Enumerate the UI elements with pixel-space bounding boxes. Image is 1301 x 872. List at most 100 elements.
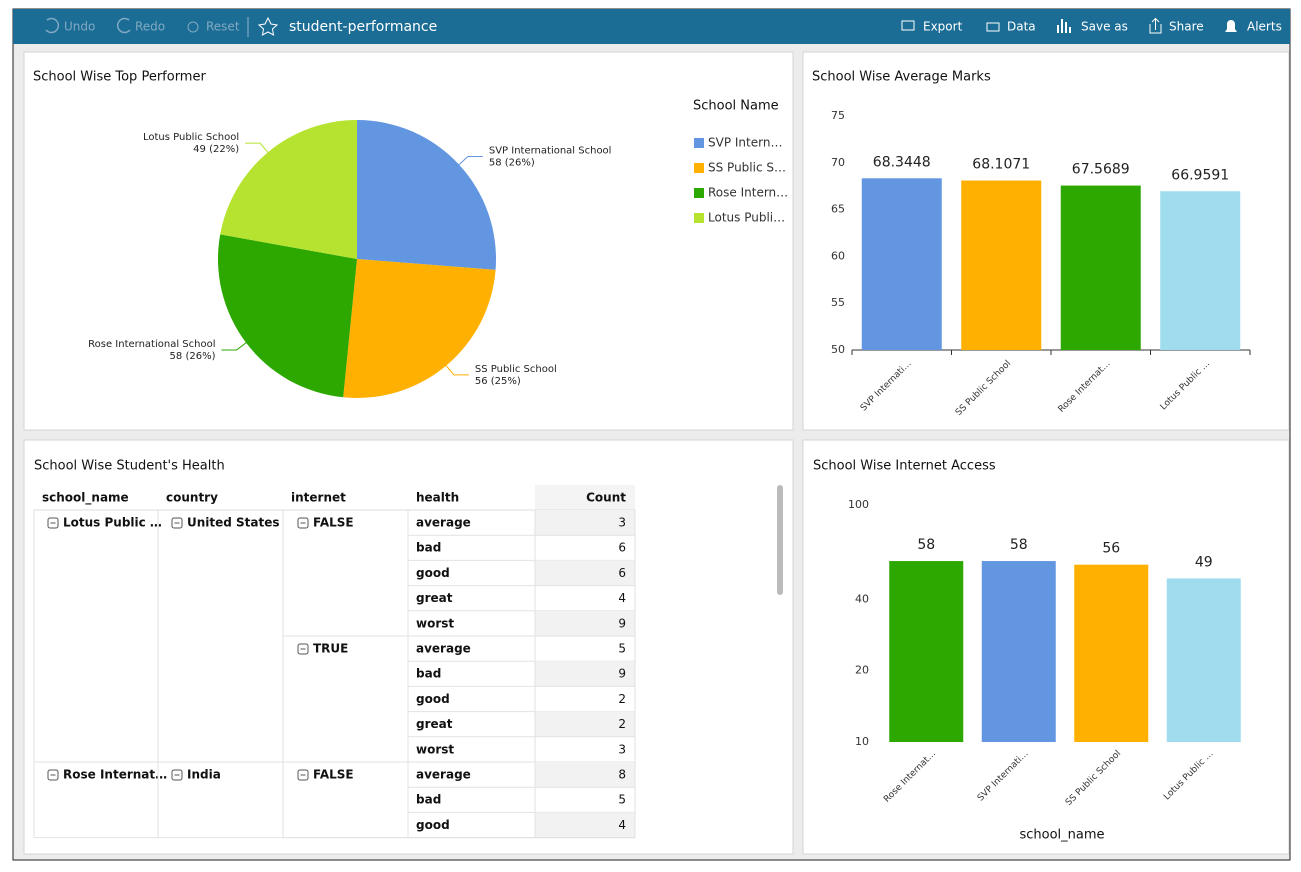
count-bg: [535, 661, 635, 687]
country-cell: United States: [187, 516, 280, 530]
redo-icon: [116, 17, 131, 34]
bar: [1074, 564, 1149, 742]
share-button[interactable]: Share: [1149, 17, 1204, 34]
count-bg: [535, 711, 635, 737]
value-label: 58: [917, 537, 935, 553]
data-label: Data: [1007, 20, 1036, 34]
health-cell: average: [416, 642, 471, 656]
collapse-icon[interactable]: [297, 643, 309, 655]
legend-label: Rose Intern…: [708, 186, 788, 200]
toolbar: [13, 9, 1290, 44]
bar: [1060, 185, 1141, 350]
column-header: health: [416, 491, 459, 505]
slice-label: Rose International School: [88, 339, 215, 350]
export-label: Export: [923, 20, 963, 34]
legend-label: Lotus Publi…: [708, 211, 785, 225]
legend-label: SVP Intern…: [708, 136, 782, 150]
collapse-icon[interactable]: [171, 517, 183, 529]
pie-slice: [218, 234, 357, 398]
redo-label: Redo: [135, 20, 165, 34]
undo-label: Undo: [64, 20, 95, 34]
legend-title: School Name: [693, 99, 779, 114]
count-cell: 6: [618, 541, 626, 555]
leader-line: [245, 142, 270, 155]
data-button[interactable]: Data: [986, 20, 1036, 34]
reset-button[interactable]: Reset: [187, 20, 240, 34]
health-cell: worst: [416, 616, 454, 630]
legend-swatch: [694, 163, 704, 173]
country-cell: India: [187, 768, 221, 782]
y-tick-label: 10: [855, 735, 869, 748]
alerts-button[interactable]: Alerts: [1225, 20, 1282, 34]
column-header: internet: [291, 491, 346, 505]
slice-value-label: 56 (25%): [475, 376, 521, 387]
y-tick-label: 20: [855, 664, 869, 677]
value-label: 66.9591: [1171, 167, 1229, 183]
redo-button[interactable]: Redo: [116, 17, 165, 34]
y-tick-label: 65: [831, 203, 845, 216]
y-tick-label: 100: [848, 498, 869, 511]
collapse-icon[interactable]: [47, 517, 59, 529]
favorite-icon[interactable]: [257, 16, 279, 36]
health-cell: good: [416, 566, 450, 580]
collapse-icon[interactable]: [171, 769, 183, 781]
health-cell: great: [416, 591, 453, 605]
column-header: Count: [586, 491, 626, 505]
export-button[interactable]: Export: [901, 20, 963, 34]
bar: [861, 178, 942, 350]
pie-slice: [220, 120, 357, 259]
value-label: 67.5689: [1072, 162, 1130, 178]
slice-label: SS Public School: [475, 364, 557, 375]
collapse-icon[interactable]: [297, 517, 309, 529]
value-label: 56: [1102, 541, 1120, 557]
undo-icon: [45, 17, 60, 34]
health-cell: bad: [416, 667, 441, 681]
undo-button[interactable]: Undo: [45, 17, 95, 34]
y-tick-label: 75: [831, 109, 845, 122]
bar: [889, 561, 964, 742]
leader-line: [221, 341, 248, 351]
table-clip: [26, 848, 786, 853]
collapse-icon[interactable]: [47, 769, 59, 781]
bar: [1160, 191, 1241, 350]
count-cell: 2: [618, 692, 626, 706]
share-icon: [1149, 17, 1162, 34]
count-cell: 9: [618, 667, 626, 681]
alerts-label: Alerts: [1247, 20, 1282, 34]
value-label: 68.1071: [972, 157, 1030, 173]
count-bg: [535, 610, 635, 636]
value-label: 68.3448: [873, 154, 931, 170]
school-cell: Rose Internat…: [63, 768, 167, 782]
count-bg: [535, 812, 635, 838]
y-tick-label: 40: [855, 592, 869, 605]
health-cell: bad: [416, 541, 441, 555]
count-cell: 3: [618, 742, 626, 756]
bar: [961, 180, 1042, 350]
internet-cell: FALSE: [313, 516, 354, 530]
health-cell: worst: [416, 742, 454, 756]
count-cell: 3: [618, 516, 626, 530]
alerts-icon: [1225, 20, 1237, 32]
bar: [981, 561, 1056, 742]
export-icon: [901, 20, 915, 31]
save-as-button[interactable]: Save as: [1057, 19, 1128, 34]
scrollbar[interactable]: [777, 485, 783, 595]
dashboard-title: student-performance: [289, 19, 437, 35]
health-cell: good: [416, 692, 450, 706]
table-title: School Wise Student's Health: [34, 459, 225, 474]
y-tick-label: 55: [831, 296, 845, 309]
collapse-icon[interactable]: [297, 769, 309, 781]
count-cell: 9: [618, 616, 626, 630]
slice-label: Lotus Public School: [143, 132, 239, 143]
bar: [1166, 578, 1241, 742]
internet-cell: TRUE: [313, 642, 348, 656]
legend-label: SS Public S…: [708, 161, 786, 175]
count-cell: 6: [618, 566, 626, 580]
reset-icon: [187, 21, 199, 33]
health-cell: bad: [416, 793, 441, 807]
count-cell: 5: [618, 642, 626, 656]
data-icon: [986, 22, 1000, 32]
count-cell: 5: [618, 793, 626, 807]
chart-title: School Wise Internet Access: [813, 459, 996, 474]
